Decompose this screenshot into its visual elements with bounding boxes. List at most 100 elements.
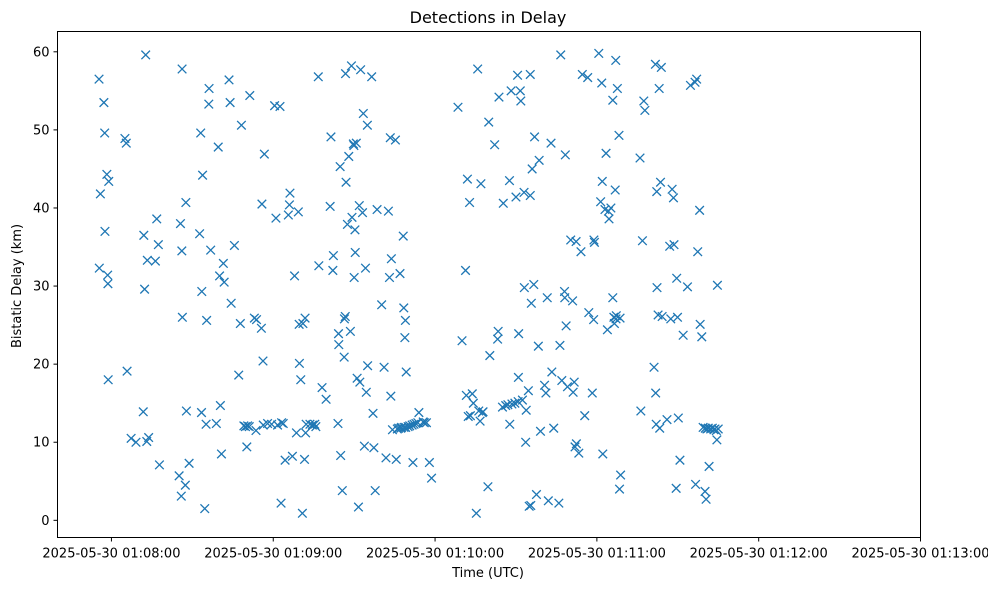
data-point xyxy=(194,228,205,239)
data-point xyxy=(713,424,723,434)
data-point xyxy=(317,382,327,393)
data-point xyxy=(384,272,395,283)
data-point xyxy=(662,414,672,425)
data-point xyxy=(419,417,430,428)
data-point xyxy=(468,398,479,408)
data-point xyxy=(300,428,311,438)
data-point xyxy=(614,484,625,494)
data-point xyxy=(543,496,554,506)
data-point xyxy=(328,265,338,276)
data-point xyxy=(340,68,351,79)
y-tick-label: 30 xyxy=(33,280,50,295)
data-point xyxy=(639,96,649,106)
data-point xyxy=(692,246,703,257)
data-point xyxy=(211,418,222,429)
data-point xyxy=(287,451,298,462)
data-point xyxy=(153,239,164,250)
data-point xyxy=(610,55,621,66)
data-point xyxy=(535,426,546,437)
data-point xyxy=(177,312,188,323)
data-point xyxy=(300,313,310,323)
data-point xyxy=(293,207,304,217)
data-point xyxy=(426,473,437,483)
data-point xyxy=(176,491,187,501)
data-point xyxy=(244,421,255,432)
data-point xyxy=(504,175,515,186)
data-point xyxy=(386,391,396,401)
data-point xyxy=(571,236,581,247)
x-tick-label: 2025-05-30 01:08:00 xyxy=(42,547,180,562)
data-point xyxy=(271,213,281,223)
data-point xyxy=(675,455,685,465)
data-point xyxy=(636,406,646,416)
data-point xyxy=(424,457,435,468)
data-point xyxy=(529,132,540,142)
data-point xyxy=(328,250,339,261)
data-point xyxy=(395,268,405,279)
data-point xyxy=(704,461,714,472)
data-point xyxy=(635,153,645,163)
data-point xyxy=(289,271,300,281)
data-point xyxy=(489,139,500,150)
data-point xyxy=(597,176,608,187)
data-point xyxy=(95,189,106,199)
data-point xyxy=(143,432,154,443)
data-point xyxy=(506,86,516,96)
data-point xyxy=(214,271,225,281)
data-point xyxy=(102,270,113,280)
data-point xyxy=(177,64,187,74)
data-point xyxy=(94,74,104,84)
y-tick-label: 40 xyxy=(33,201,50,216)
data-point xyxy=(325,201,335,212)
data-point xyxy=(483,481,493,492)
data-point xyxy=(462,174,473,184)
data-point xyxy=(335,450,346,461)
data-point xyxy=(526,500,536,511)
data-point xyxy=(421,417,432,428)
data-point xyxy=(519,187,529,198)
data-point xyxy=(505,419,515,430)
data-point xyxy=(276,498,286,508)
data-point xyxy=(649,362,659,373)
y-axis-label: Bistatic Delay (km) xyxy=(10,224,25,348)
data-point xyxy=(197,170,208,180)
data-point xyxy=(615,470,626,480)
data-point xyxy=(565,235,576,245)
x-axis: 2025-05-30 01:08:00 2025-05-30 01:09:00 20… xyxy=(42,537,988,562)
data-point xyxy=(291,428,302,438)
data-point xyxy=(103,375,113,385)
y-tick-label: 50 xyxy=(33,123,50,138)
data-point xyxy=(694,205,705,216)
data-point xyxy=(381,453,391,463)
data-point xyxy=(701,494,711,504)
x-tick-label: 2025-05-30 01:12:00 xyxy=(690,547,828,562)
data-point xyxy=(606,203,616,213)
data-point xyxy=(465,410,476,421)
data-point xyxy=(99,128,110,138)
data-point xyxy=(140,50,151,60)
data-point xyxy=(516,96,526,106)
data-point xyxy=(295,375,306,385)
y-tick-label: 60 xyxy=(33,45,50,60)
data-point xyxy=(542,293,553,303)
data-point xyxy=(366,72,377,82)
data-point xyxy=(204,99,214,109)
data-point xyxy=(529,279,539,290)
data-point xyxy=(175,218,186,229)
data-point xyxy=(526,298,537,309)
data-point xyxy=(547,367,557,377)
data-point xyxy=(334,339,344,350)
data-point xyxy=(493,326,503,337)
data-point xyxy=(379,362,389,373)
data-point xyxy=(357,207,368,218)
data-point xyxy=(461,390,472,401)
data-point xyxy=(669,239,679,250)
data-point xyxy=(275,101,285,112)
data-point xyxy=(400,332,410,343)
data-point xyxy=(601,148,611,159)
data-point xyxy=(507,399,517,409)
data-point xyxy=(574,448,584,458)
data-point xyxy=(411,418,421,429)
data-point xyxy=(383,206,394,216)
data-point xyxy=(350,225,360,235)
